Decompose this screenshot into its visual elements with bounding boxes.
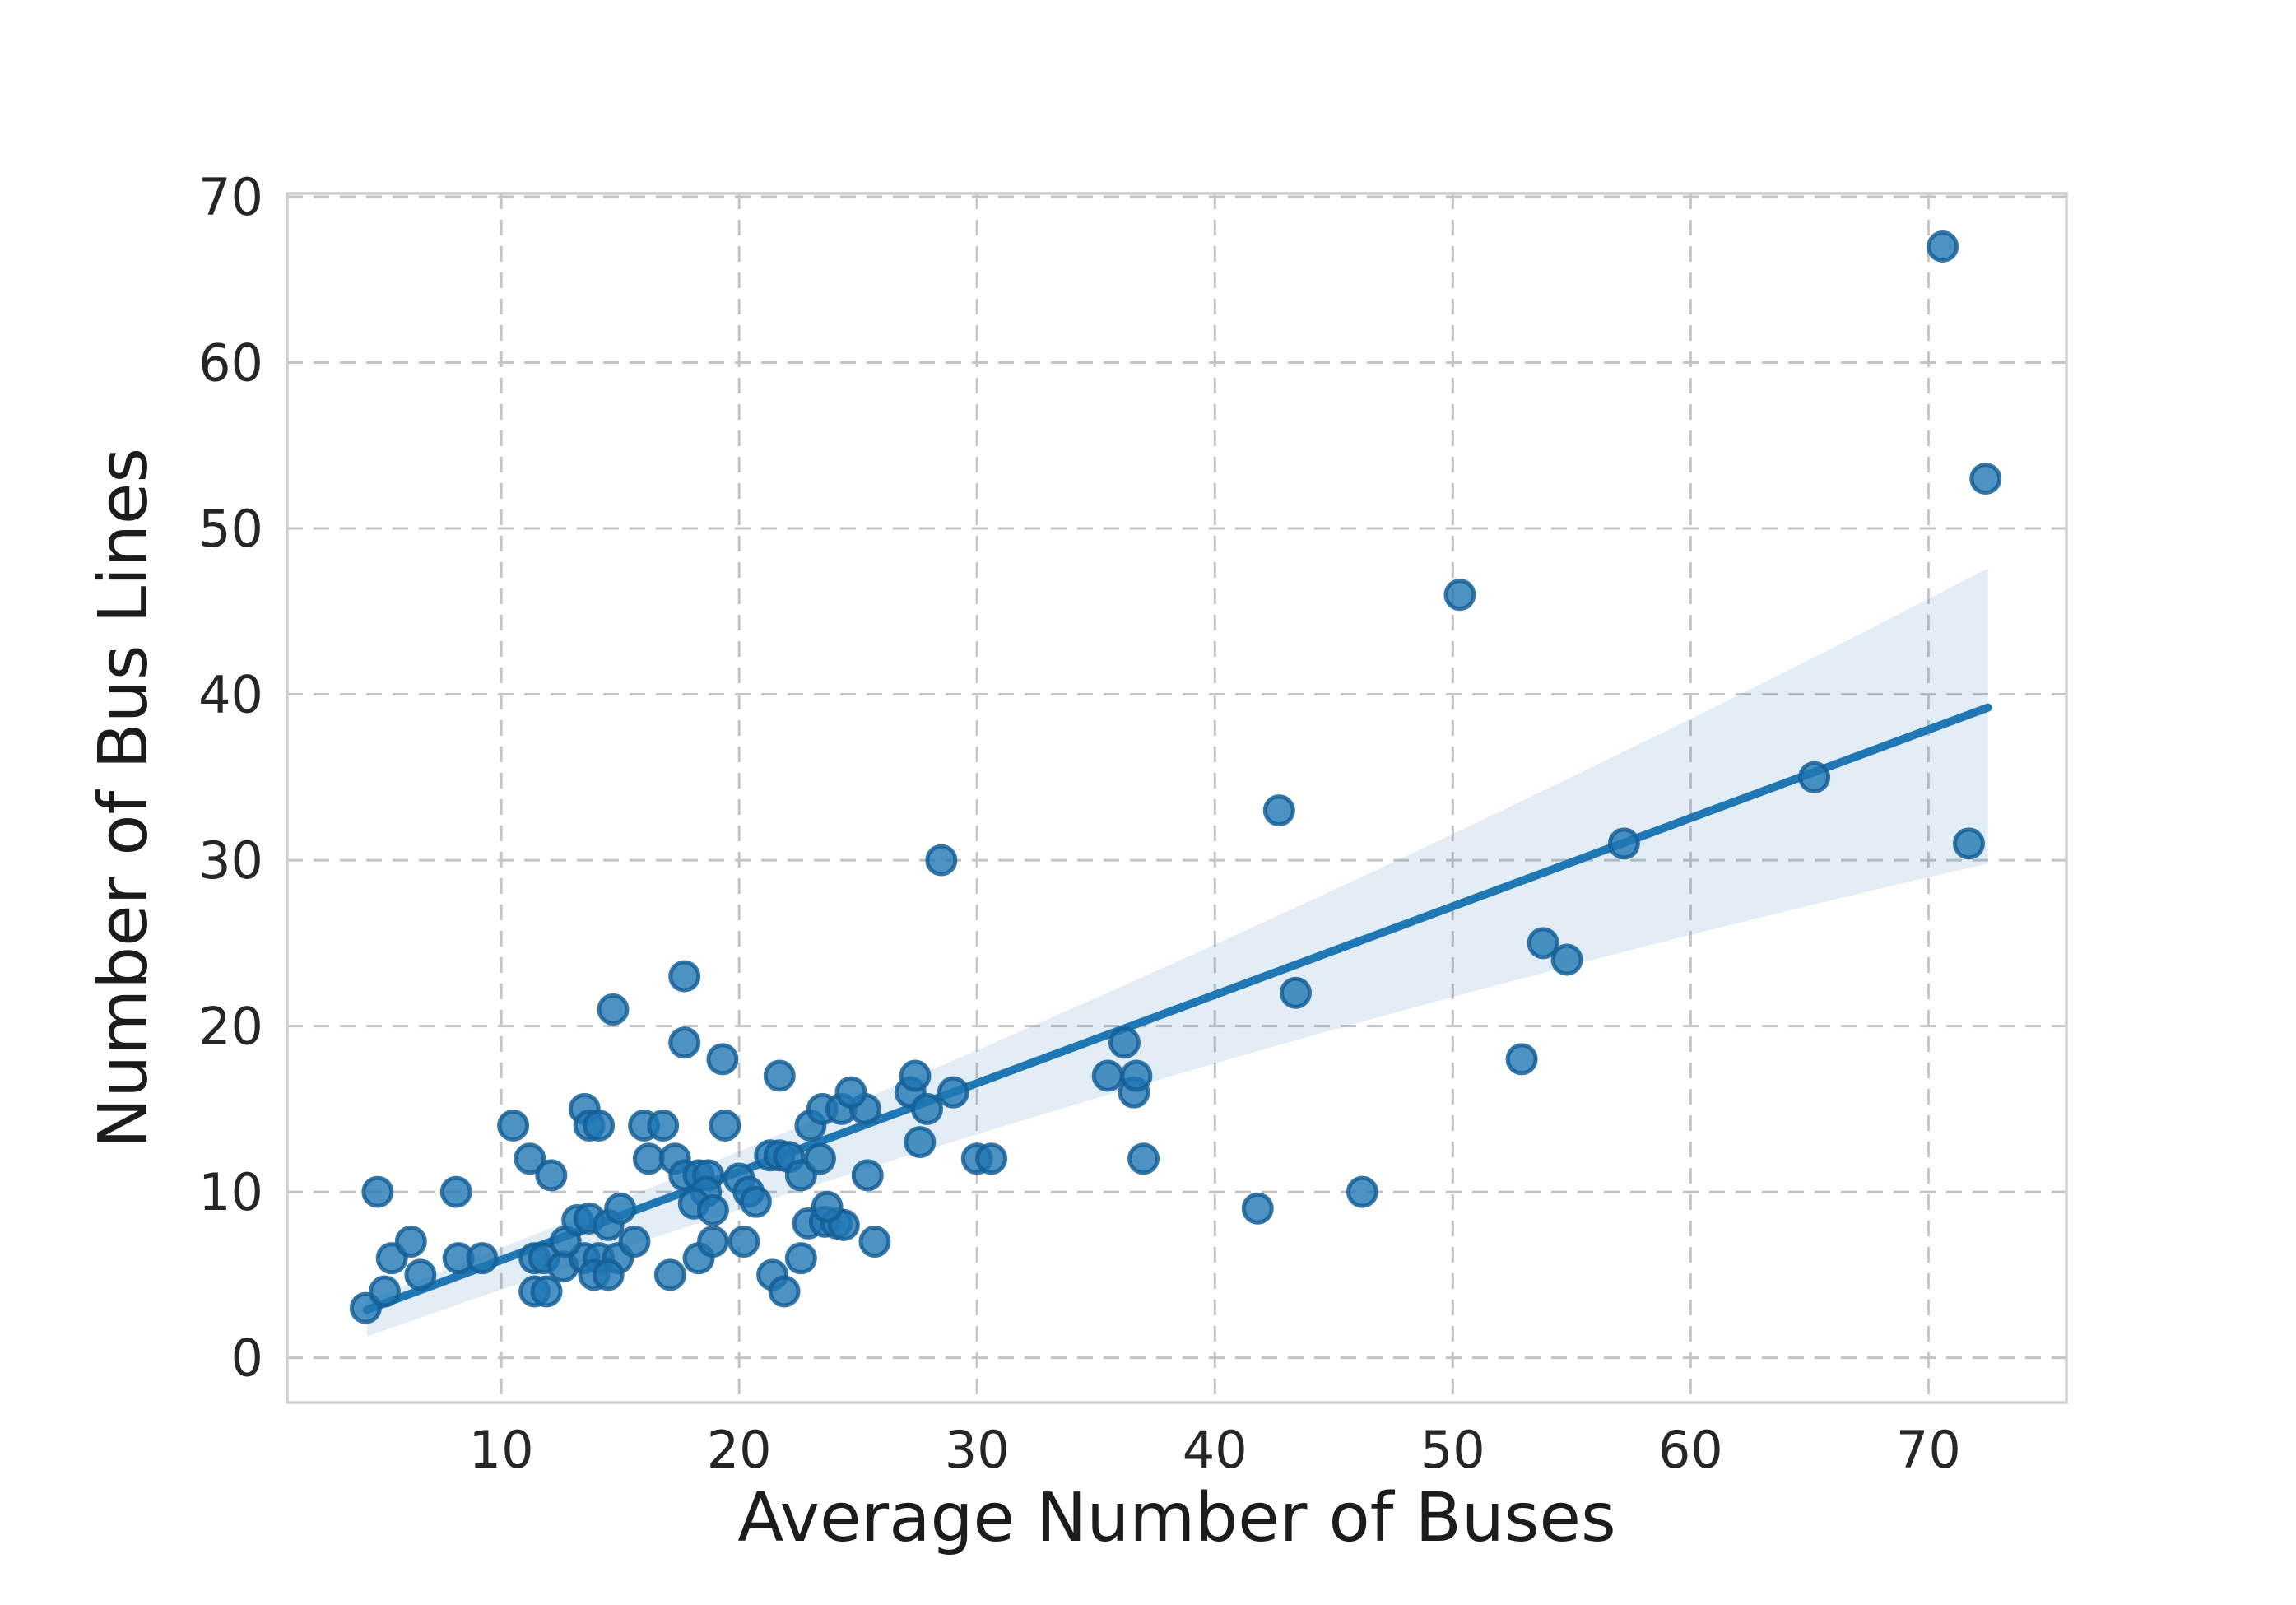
data-point bbox=[811, 1190, 844, 1223]
y-tick-label: 0 bbox=[231, 1328, 263, 1389]
data-point bbox=[696, 1226, 729, 1258]
x-tick-label: 10 bbox=[469, 1420, 534, 1480]
y-tick-labels: 0 10 20 30 40 50 60 70 bbox=[198, 167, 263, 1389]
data-point bbox=[1280, 976, 1313, 1009]
data-point bbox=[618, 1226, 651, 1258]
data-point bbox=[1262, 794, 1295, 827]
data-point bbox=[530, 1275, 563, 1308]
plot-border bbox=[286, 192, 2068, 1404]
x-tick-label: 60 bbox=[1658, 1420, 1723, 1480]
data-point bbox=[668, 1026, 701, 1059]
data-point bbox=[1798, 761, 1831, 793]
data-point bbox=[497, 1109, 530, 1142]
data-point bbox=[668, 960, 701, 993]
x-tick-labels: 10 20 30 40 50 60 70 bbox=[469, 1420, 1961, 1480]
data-point bbox=[851, 1159, 884, 1192]
data-point bbox=[696, 1193, 729, 1226]
x-tick-label: 70 bbox=[1896, 1420, 1961, 1480]
regression-line bbox=[362, 703, 1992, 1314]
data-point bbox=[604, 1192, 637, 1225]
y-tick-label: 50 bbox=[198, 499, 263, 559]
data-point bbox=[361, 1175, 394, 1208]
x-tick-label: 50 bbox=[1420, 1420, 1485, 1480]
data-point bbox=[1969, 463, 2002, 495]
data-point bbox=[763, 1059, 796, 1092]
data-point bbox=[369, 1275, 402, 1308]
y-tick-label: 30 bbox=[198, 830, 263, 891]
x-axis-label: Average Number of Buses bbox=[737, 1479, 1615, 1557]
data-point bbox=[653, 1258, 686, 1291]
data-point bbox=[834, 1076, 867, 1109]
data-point bbox=[727, 1226, 760, 1258]
data-point bbox=[784, 1242, 817, 1275]
data-point bbox=[1607, 827, 1640, 860]
data-point bbox=[858, 1226, 891, 1258]
data-point bbox=[739, 1185, 772, 1218]
data-point bbox=[1241, 1192, 1274, 1225]
data-point bbox=[1527, 927, 1559, 960]
y-axis-label: Number of Bus Lines bbox=[85, 448, 163, 1148]
data-point bbox=[597, 993, 630, 1026]
x-tick-label: 20 bbox=[707, 1420, 772, 1480]
data-point bbox=[1091, 1059, 1124, 1092]
x-tick-label: 30 bbox=[945, 1420, 1010, 1480]
data-point bbox=[514, 1142, 546, 1175]
data-point bbox=[535, 1159, 568, 1192]
y-tick-label: 20 bbox=[198, 997, 263, 1057]
data-point bbox=[899, 1059, 932, 1092]
y-tick-label: 70 bbox=[198, 167, 263, 227]
data-point bbox=[1346, 1175, 1378, 1208]
data-point bbox=[1120, 1059, 1153, 1092]
data-point bbox=[1127, 1142, 1160, 1175]
data-point bbox=[1108, 1026, 1141, 1059]
y-tick-label: 10 bbox=[198, 1162, 263, 1222]
data-point bbox=[647, 1109, 680, 1142]
data-point bbox=[592, 1258, 625, 1291]
data-point bbox=[1927, 230, 1959, 263]
x-tick-label: 40 bbox=[1183, 1420, 1248, 1480]
gridlines bbox=[287, 193, 2066, 1403]
data-point bbox=[1550, 943, 1583, 976]
data-point bbox=[1505, 1043, 1538, 1076]
data-point bbox=[904, 1126, 937, 1159]
data-point bbox=[439, 1175, 472, 1208]
data-point bbox=[911, 1092, 944, 1125]
data-point bbox=[706, 1043, 739, 1076]
data-point bbox=[975, 1142, 1008, 1175]
data-point bbox=[709, 1109, 741, 1142]
data-point bbox=[404, 1258, 437, 1291]
scatter-points bbox=[349, 230, 2002, 1324]
data-point bbox=[1443, 579, 1476, 612]
data-point bbox=[768, 1275, 801, 1308]
data-point bbox=[632, 1142, 665, 1175]
y-tick-label: 40 bbox=[198, 665, 263, 725]
data-point bbox=[803, 1142, 836, 1175]
y-tick-label: 60 bbox=[198, 333, 263, 393]
data-point bbox=[394, 1226, 427, 1258]
data-point bbox=[1952, 827, 1985, 860]
data-point bbox=[466, 1242, 499, 1275]
data-point bbox=[925, 844, 958, 877]
data-point bbox=[937, 1076, 969, 1109]
data-point bbox=[583, 1109, 616, 1142]
